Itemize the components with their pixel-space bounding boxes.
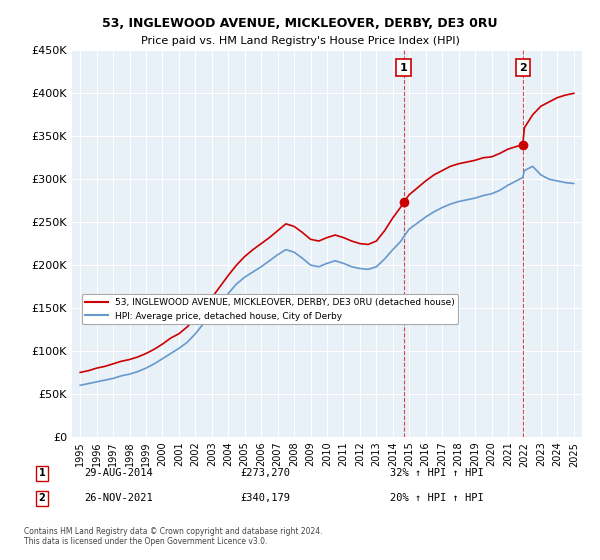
Text: 53, INGLEWOOD AVENUE, MICKLEOVER, DERBY, DE3 0RU: 53, INGLEWOOD AVENUE, MICKLEOVER, DERBY,…	[102, 17, 498, 30]
Text: Contains HM Land Registry data © Crown copyright and database right 2024.
This d: Contains HM Land Registry data © Crown c…	[24, 526, 323, 546]
Text: £340,179: £340,179	[240, 493, 290, 503]
Text: Price paid vs. HM Land Registry's House Price Index (HPI): Price paid vs. HM Land Registry's House …	[140, 36, 460, 46]
Legend: 53, INGLEWOOD AVENUE, MICKLEOVER, DERBY, DE3 0RU (detached house), HPI: Average : 53, INGLEWOOD AVENUE, MICKLEOVER, DERBY,…	[82, 295, 458, 324]
Text: 32% ↑ HPI ↑ HPI: 32% ↑ HPI ↑ HPI	[390, 468, 484, 478]
Text: 20% ↑ HPI ↑ HPI: 20% ↑ HPI ↑ HPI	[390, 493, 484, 503]
Text: 1: 1	[400, 63, 407, 73]
Text: 2: 2	[519, 63, 527, 73]
Text: 29-AUG-2014: 29-AUG-2014	[84, 468, 153, 478]
Text: 1: 1	[38, 468, 46, 478]
Text: £273,270: £273,270	[240, 468, 290, 478]
Text: 2: 2	[38, 493, 46, 503]
Text: 26-NOV-2021: 26-NOV-2021	[84, 493, 153, 503]
